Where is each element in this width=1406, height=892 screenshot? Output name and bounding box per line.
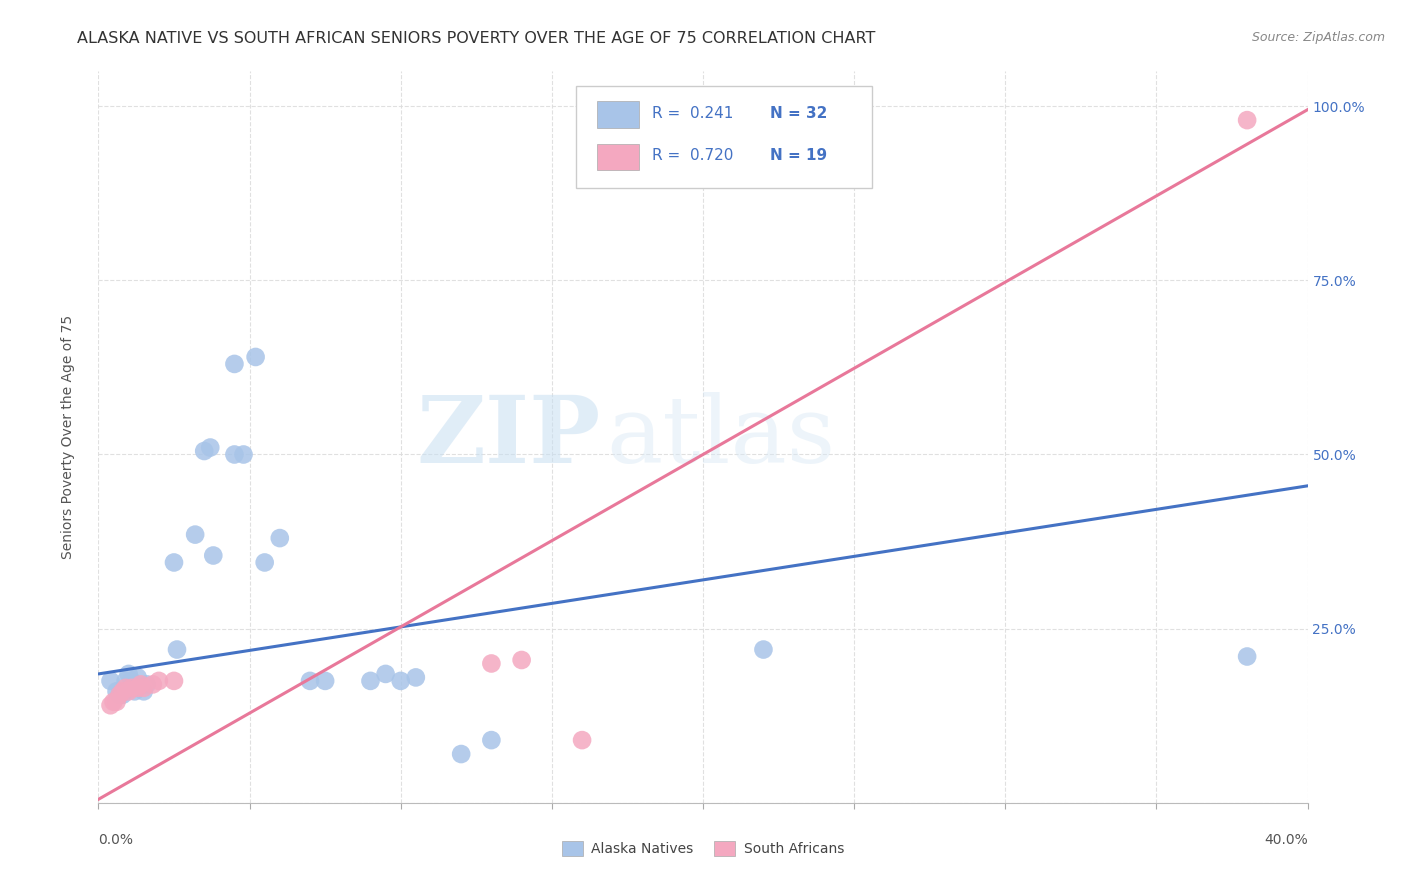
Point [108,688,131,702]
Point [103,695,125,709]
Legend: Alaska Natives, South Africans: Alaska Natives, South Africans [557,836,849,862]
Point [142,677,165,691]
Point [481,733,503,747]
Point [129,677,152,691]
Point [510,653,533,667]
Point [450,747,472,761]
Text: ALASKA NATIVE VS SOUTH AFRICAN SENIORS POVERTY OVER THE AGE OF 75 CORRELATION CH: ALASKA NATIVE VS SOUTH AFRICAN SENIORS P… [77,31,876,46]
Point [360,673,382,688]
Text: ZIP: ZIP [416,392,600,482]
Point [163,673,186,688]
Point [127,681,149,695]
Point [184,527,207,541]
Text: 0.0%: 0.0% [98,833,134,847]
FancyBboxPatch shape [576,86,872,188]
Point [114,681,136,695]
Point [752,642,775,657]
Text: Source: ZipAtlas.com: Source: ZipAtlas.com [1251,31,1385,45]
Point [166,642,188,657]
Point [389,673,412,688]
Point [132,681,155,695]
Text: N = 32: N = 32 [769,106,827,121]
Point [200,441,222,455]
Point [118,684,141,698]
Point [111,684,134,698]
Text: 40.0%: 40.0% [1264,833,1308,847]
Y-axis label: Seniors Poverty Over the Age of 75: Seniors Poverty Over the Age of 75 [60,315,75,559]
Point [602,123,624,137]
Point [202,549,225,563]
Point [118,667,141,681]
Text: N = 19: N = 19 [769,148,827,163]
Point [224,448,246,462]
Point [163,556,186,570]
Point [269,531,291,545]
Point [253,556,276,570]
Point [127,670,149,684]
Point [105,695,128,709]
Point [299,673,322,688]
Point [224,357,246,371]
Point [1236,113,1258,128]
Point [105,684,128,698]
Text: R =  0.241: R = 0.241 [652,106,734,121]
Point [314,673,336,688]
Point [374,667,396,681]
Point [121,673,143,688]
Point [100,698,122,713]
Point [132,684,155,698]
Point [148,673,170,688]
Point [124,684,146,698]
Point [193,444,215,458]
Point [245,350,267,364]
Point [232,448,254,462]
Point [135,677,157,691]
Point [100,673,122,688]
Point [121,681,143,695]
Point [571,733,593,747]
Text: R =  0.720: R = 0.720 [652,148,734,163]
Point [1236,649,1258,664]
Point [108,688,131,702]
Point [405,670,427,684]
Point [114,673,136,688]
Text: atlas: atlas [606,392,835,482]
FancyBboxPatch shape [596,102,638,128]
Point [111,688,134,702]
Point [481,657,503,671]
FancyBboxPatch shape [596,144,638,170]
